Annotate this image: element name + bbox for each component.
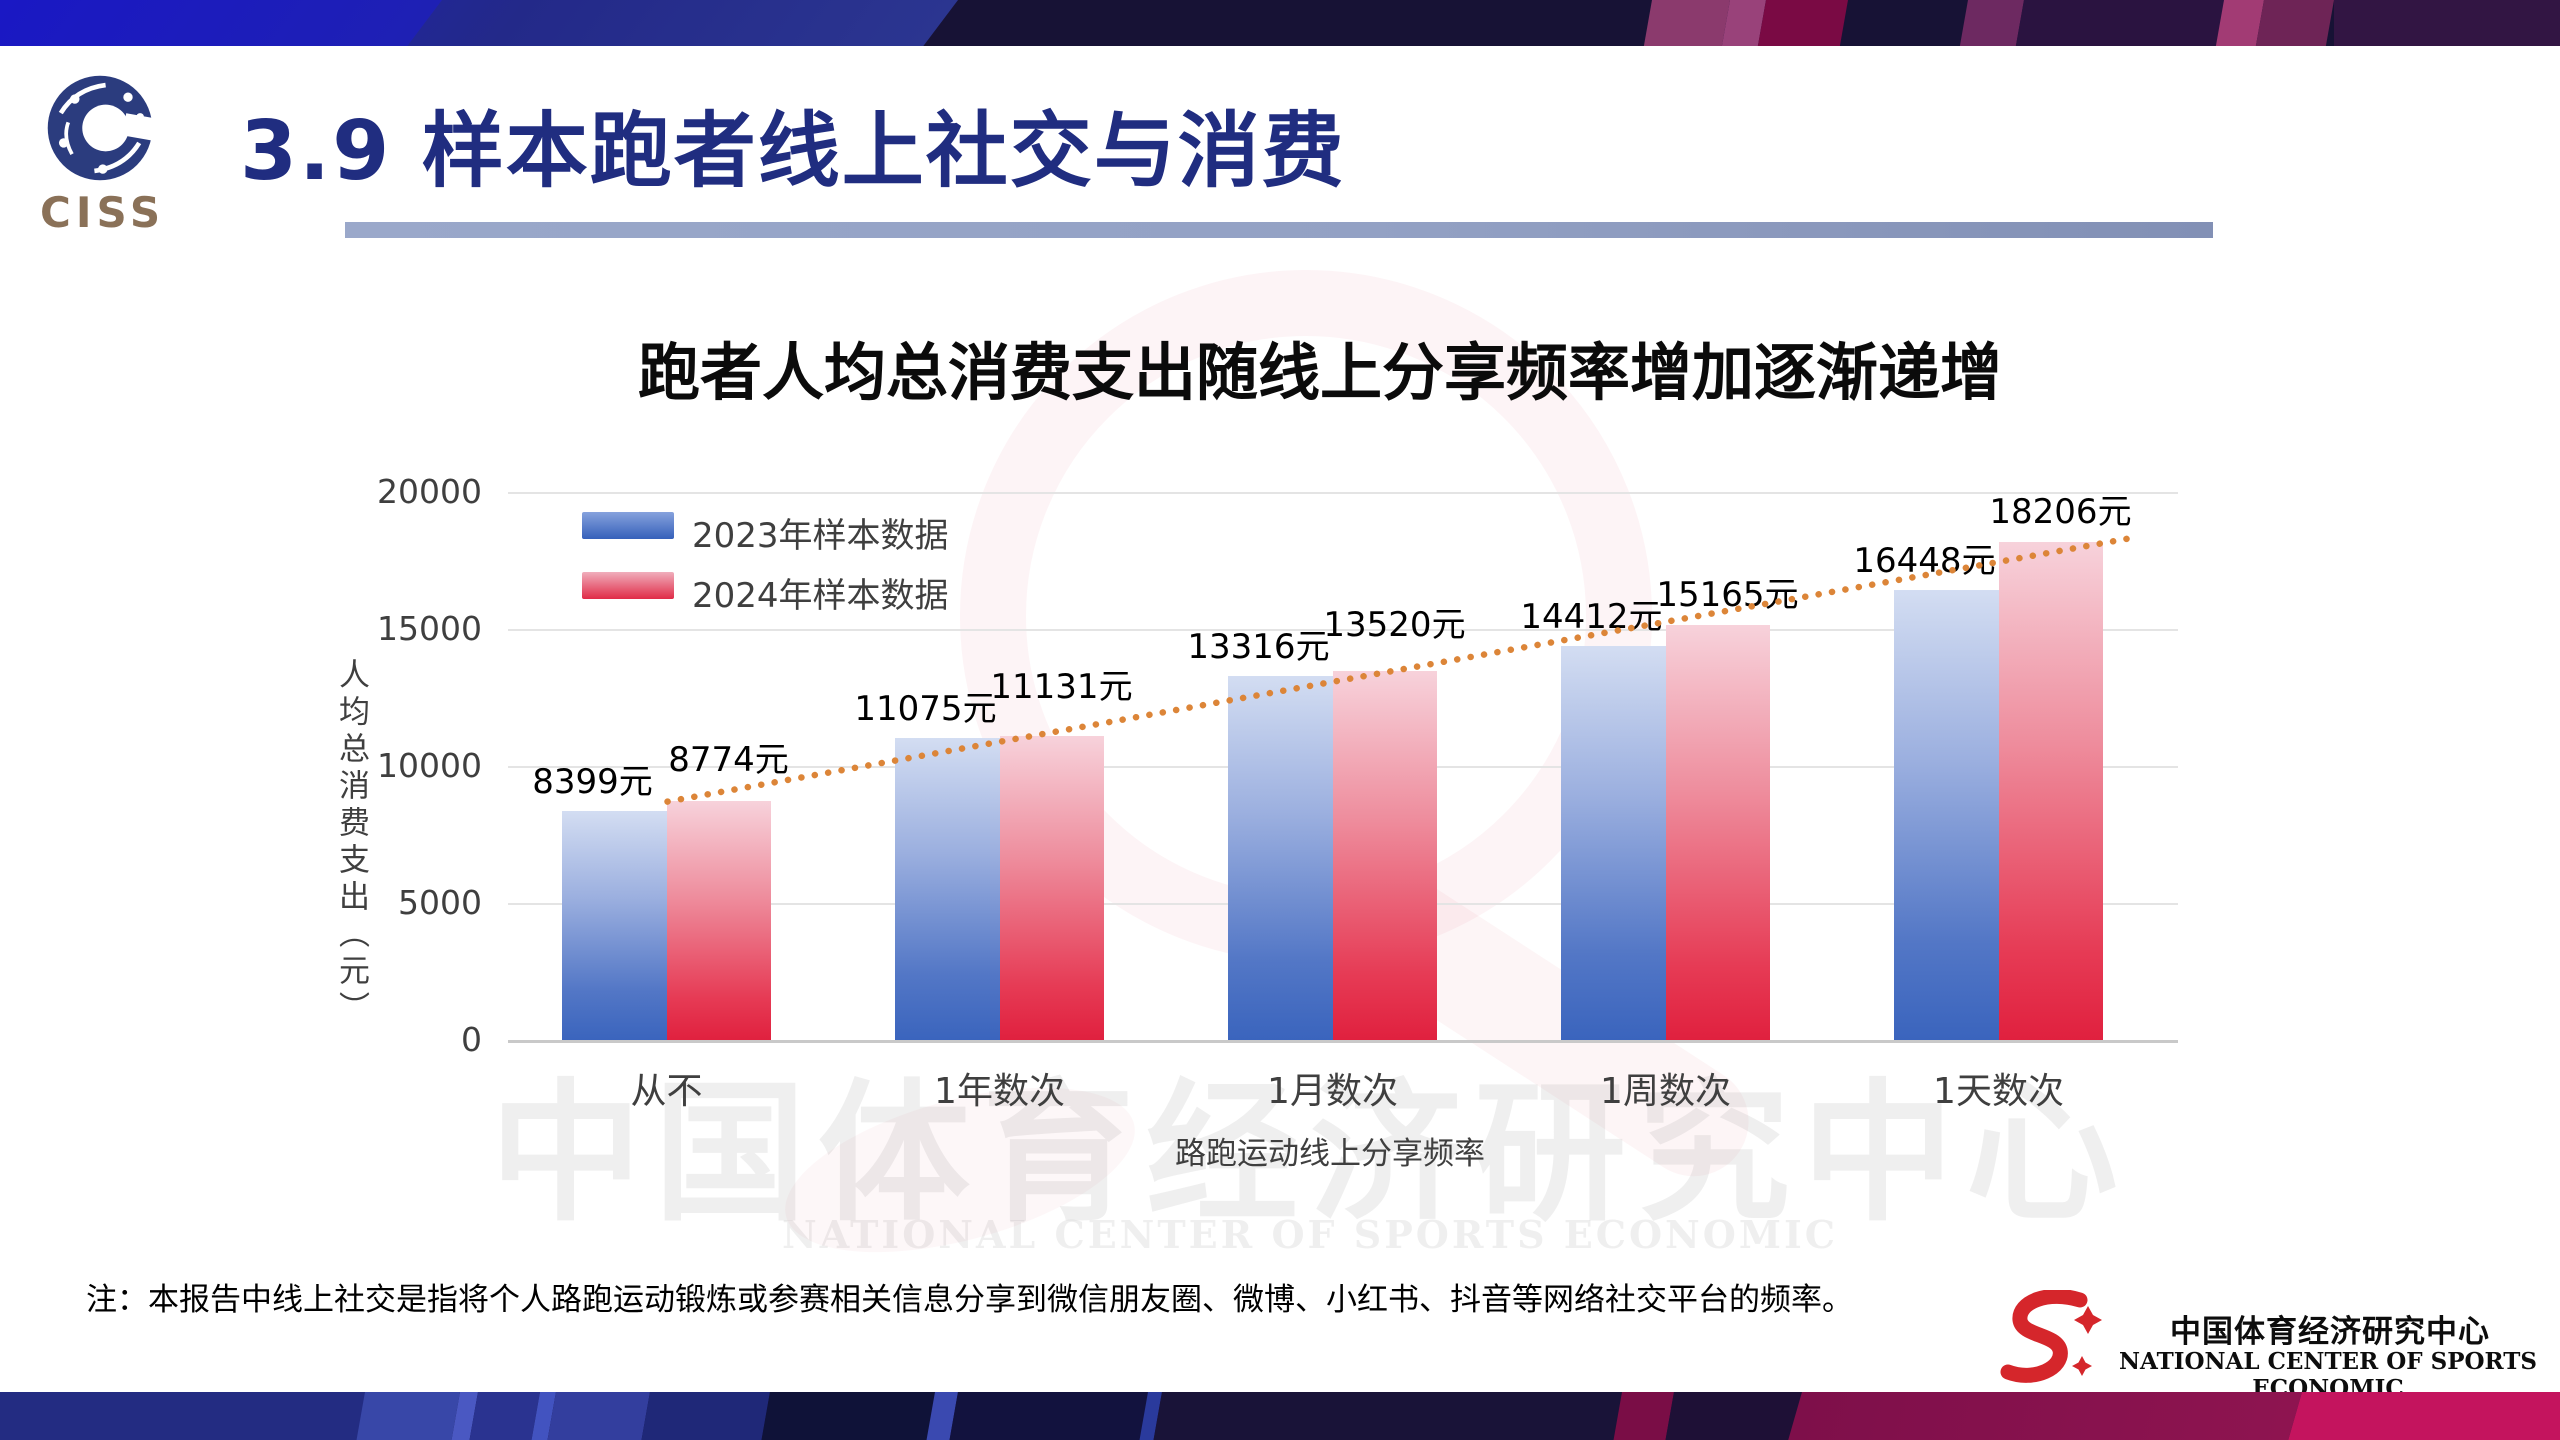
- bottom-bar-stripe: [1153, 1392, 1622, 1440]
- data-label-2023-1年数次: 11075元: [854, 688, 997, 729]
- bar-2024-1月数次: [1332, 670, 1437, 1041]
- brand-name-cn: 中国体育经济研究中心: [2170, 1314, 2490, 1350]
- y-tick-label-0: 0: [461, 1020, 482, 1059]
- x-tick-label-从不: 从不: [630, 1071, 703, 1112]
- bottom-bar-stripe: [1665, 1392, 1802, 1440]
- bottom-bar-stripe: [761, 1392, 935, 1440]
- bar-2023-1周数次: [1561, 646, 1666, 1041]
- top-bar-stripe: [2334, 0, 2560, 46]
- x-tick-label-1周数次: 1周数次: [1600, 1071, 1731, 1112]
- bottom-bar-stripe: [547, 1392, 650, 1440]
- bottom-bar-stripe: [2288, 1392, 2560, 1440]
- bar-2023-1月数次: [1228, 676, 1333, 1041]
- bottom-bar-stripe: [1788, 1392, 2302, 1440]
- y-tick-label-10000: 10000: [377, 746, 482, 785]
- data-label-2023-1周数次: 14412元: [1520, 597, 1663, 638]
- legend-swatch-red: [582, 572, 674, 599]
- title-divider: [345, 222, 2213, 238]
- bottom-bar-stripe: [0, 1392, 365, 1440]
- watermark-text-cn: 中国体育经济研究中心: [490, 1065, 2130, 1242]
- top-decor-bar: [0, 0, 2560, 46]
- x-tick-label-1年数次: 1年数次: [934, 1071, 1065, 1112]
- x-axis-line: [508, 1040, 2178, 1043]
- chart-title: 跑者人均总消费支出随线上分享频率增加逐渐递增: [637, 336, 2002, 409]
- legend-swatch-blue: [582, 512, 674, 539]
- x-tick-label-1月数次: 1月数次: [1267, 1071, 1398, 1112]
- data-label-2023-从不: 8399元: [532, 761, 653, 802]
- data-label-2024-1月数次: 13520元: [1323, 605, 1466, 646]
- data-label-2024-1天数次: 18206元: [1989, 492, 2132, 533]
- bar-2024-从不: [666, 800, 771, 1041]
- legend-label-2023: 2023年样本数据: [692, 516, 949, 556]
- data-label-2024-从不: 8774元: [668, 739, 789, 780]
- data-label-2024-1年数次: 11131元: [990, 666, 1133, 707]
- bar-2024-1年数次: [999, 736, 1104, 1041]
- sports-economic-s-logo-icon: [2000, 1290, 2102, 1383]
- y-tick-label-5000: 5000: [398, 883, 482, 922]
- bottom-bar-stripe: [949, 1392, 1148, 1440]
- gridline-15000: [508, 629, 2178, 631]
- bottom-bar-stripe: [641, 1392, 770, 1440]
- y-tick-label-20000: 20000: [377, 472, 482, 511]
- y-tick-label-15000: 15000: [377, 609, 482, 648]
- bottom-decor-bar: [0, 1392, 2560, 1440]
- data-label-2023-1月数次: 13316元: [1187, 627, 1330, 668]
- ciss-logo-text: CISS: [40, 188, 166, 237]
- bar-2024-1天数次: [1998, 542, 2103, 1041]
- footnote: 注：本报告中线上社交是指将个人路跑运动锻炼或参赛相关信息分享到微信朋友圈、微博、…: [86, 1282, 1853, 1318]
- bar-2024-1周数次: [1665, 625, 1770, 1041]
- bar-2023-从不: [562, 810, 667, 1041]
- x-tick-label-1天数次: 1天数次: [1933, 1071, 2064, 1112]
- page-title: 3.9 样本跑者线上社交与消费: [240, 104, 1346, 199]
- bar-2023-1天数次: [1894, 590, 1999, 1041]
- bottom-bar-stripe: [469, 1392, 540, 1440]
- bottom-bar-stripe: [1613, 1392, 1674, 1440]
- legend-label-2024: 2024年样本数据: [692, 576, 949, 616]
- watermark-text-en: NATIONAL CENTER OF SPORTS ECONOMIC: [782, 1212, 1838, 1257]
- y-axis-title: 人均总消费支出（元）: [333, 658, 369, 1028]
- ciss-dragon-logo-icon: [47, 75, 156, 181]
- gridline-20000: [508, 492, 2178, 494]
- x-axis-title: 路跑运动线上分享频率: [1175, 1136, 1485, 1172]
- bar-2023-1年数次: [895, 737, 1000, 1041]
- data-label-2024-1周数次: 15165元: [1656, 575, 1799, 616]
- bottom-bar-stripe: [356, 1392, 460, 1440]
